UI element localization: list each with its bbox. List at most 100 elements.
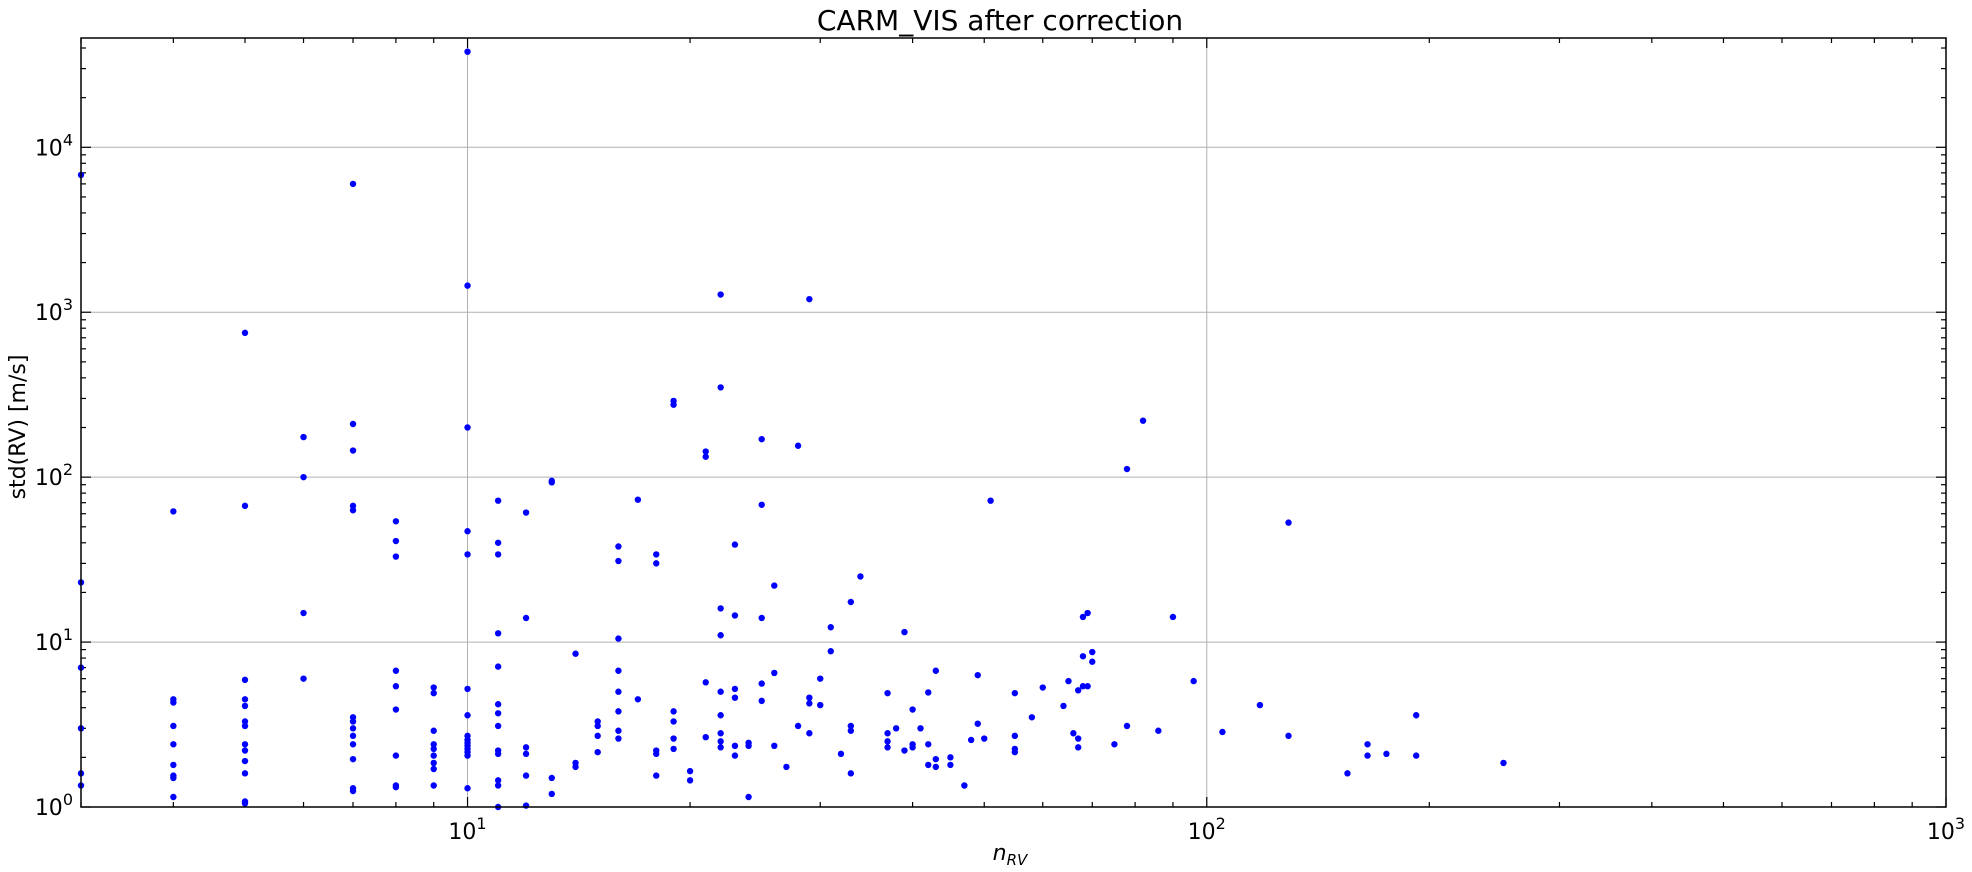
x-tick-label: 103 — [1927, 814, 1965, 845]
data-point — [1084, 683, 1091, 690]
data-point — [349, 507, 357, 514]
data-point — [241, 502, 249, 510]
data-point — [572, 650, 579, 657]
x-axis-title-sub: RV — [1007, 851, 1029, 869]
data-point — [717, 744, 724, 751]
data-point — [670, 735, 677, 742]
data-point — [430, 765, 437, 773]
data-point — [731, 541, 739, 548]
data-point — [947, 754, 954, 761]
data-point — [731, 752, 739, 759]
data-point — [349, 741, 357, 748]
data-point — [827, 648, 834, 655]
data-point — [653, 750, 660, 758]
data-point — [1169, 613, 1177, 621]
data-point — [847, 598, 855, 606]
y-tick-label-exp: 3 — [63, 295, 73, 314]
grid-lines — [81, 38, 1946, 807]
data-point — [494, 539, 502, 546]
data-point — [430, 759, 437, 767]
data-point — [392, 667, 400, 674]
data-point — [857, 573, 864, 580]
x-axis-title: nRV — [993, 841, 1029, 869]
data-point — [758, 680, 765, 687]
data-point — [987, 497, 994, 504]
data-point — [349, 718, 357, 725]
data-point — [717, 384, 724, 391]
data-point — [464, 48, 471, 55]
data-point — [745, 742, 752, 750]
data-point — [349, 447, 357, 454]
data-point — [670, 401, 677, 408]
x-tick-label-base: 10 — [1927, 820, 1955, 845]
data-point — [522, 802, 530, 809]
data-point — [670, 745, 677, 753]
data-point — [392, 537, 400, 545]
data-point — [494, 551, 502, 558]
data-point — [909, 744, 916, 751]
data-point — [615, 727, 622, 734]
data-point — [430, 741, 437, 748]
data-point — [1070, 730, 1077, 737]
data-point — [901, 747, 908, 754]
data-point — [464, 282, 471, 289]
data-point — [392, 683, 400, 690]
data-point — [981, 735, 988, 742]
data-point — [1084, 609, 1091, 617]
data-point — [241, 702, 249, 710]
data-point — [170, 699, 177, 706]
data-point — [1074, 744, 1082, 751]
data-point — [1074, 687, 1082, 694]
data-point — [494, 630, 502, 637]
data-point — [464, 752, 471, 759]
data-point — [1074, 735, 1082, 742]
data-point — [758, 614, 765, 622]
data-point — [1011, 732, 1019, 740]
data-point — [731, 612, 739, 619]
data-point — [615, 667, 622, 674]
data-point — [717, 605, 724, 612]
data-point — [349, 755, 357, 763]
y-axis-title: std(RV) [m/s] — [6, 355, 31, 500]
data-point — [771, 582, 778, 589]
data-point — [884, 689, 891, 697]
data-point — [717, 712, 724, 719]
data-point — [783, 763, 790, 771]
data-point — [806, 694, 813, 701]
y-tick-label-base: 10 — [35, 631, 63, 656]
data-point — [464, 785, 471, 792]
data-point — [758, 501, 765, 508]
x-tick-label-base: 10 — [448, 820, 476, 845]
x-tick-label-exp: 3 — [1955, 814, 1965, 833]
data-point — [241, 741, 249, 748]
data-point — [300, 609, 307, 617]
data-point — [771, 669, 778, 677]
data-point — [430, 752, 437, 759]
data-point — [494, 701, 502, 708]
data-point — [1060, 702, 1067, 710]
y-tick-label-exp: 2 — [63, 460, 73, 479]
data-point — [241, 747, 249, 754]
data-point — [806, 295, 813, 303]
data-point — [464, 712, 471, 719]
data-point — [494, 750, 502, 758]
chart-title: CARM_VIS after correction — [817, 4, 1183, 37]
data-point — [1089, 658, 1096, 665]
x-axis-title-main: n — [993, 841, 1007, 866]
data-point — [430, 782, 437, 789]
data-point — [615, 543, 622, 550]
data-point — [241, 329, 249, 337]
data-point — [1011, 689, 1019, 697]
data-point — [1500, 759, 1507, 767]
x-tick-label-base: 10 — [1188, 820, 1216, 845]
data-point — [758, 435, 765, 443]
data-point — [1039, 684, 1046, 691]
data-point — [1123, 722, 1131, 730]
data-point — [241, 770, 249, 777]
y-tick-label: 104 — [35, 130, 73, 161]
data-points — [77, 48, 1507, 811]
data-point — [717, 730, 724, 737]
data-point — [1065, 677, 1072, 685]
data-point — [494, 710, 502, 717]
